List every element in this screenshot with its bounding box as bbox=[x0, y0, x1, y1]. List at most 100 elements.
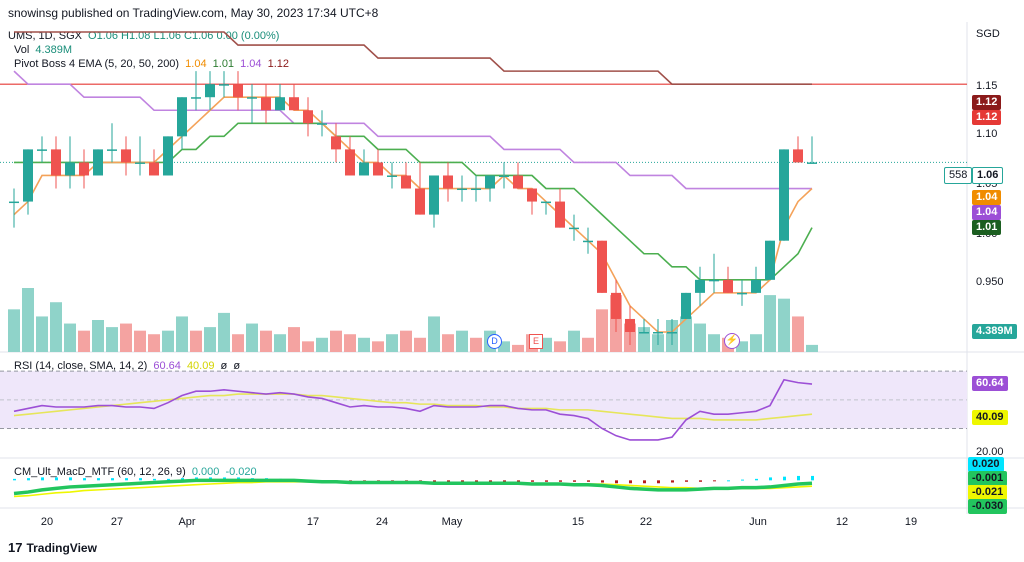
candle-body bbox=[121, 149, 131, 163]
tradingview-footer: 17 TradingView bbox=[8, 540, 97, 555]
volume-legend[interactable]: Vol 4.389M bbox=[14, 44, 75, 56]
volume-bar bbox=[778, 298, 790, 352]
last-price-tag: 1.06 bbox=[972, 167, 1004, 184]
ema20-line bbox=[14, 122, 813, 281]
macd-histogram-bar bbox=[573, 480, 576, 482]
candle-body bbox=[625, 318, 635, 332]
candle-body bbox=[177, 97, 187, 137]
candle-body bbox=[751, 279, 761, 293]
candle-body bbox=[9, 201, 19, 204]
ema200-value: 1.12 bbox=[267, 58, 290, 70]
candle-body bbox=[93, 149, 103, 176]
volume-bar bbox=[512, 344, 524, 352]
ema200-line bbox=[14, 31, 812, 85]
ema20-value: 1.01 bbox=[212, 58, 235, 70]
candle-body bbox=[359, 162, 369, 176]
candle-body bbox=[541, 201, 551, 204]
macd-histogram-bar bbox=[671, 480, 674, 483]
price-tick: 1.15 bbox=[976, 80, 998, 92]
candle-body bbox=[807, 162, 817, 164]
volume-bar bbox=[316, 337, 328, 352]
candle-body bbox=[135, 162, 145, 164]
candle-body bbox=[345, 149, 355, 176]
volume-bar bbox=[750, 334, 762, 352]
macd-histogram-bar bbox=[83, 478, 86, 481]
rsi-tag: 60.64 bbox=[972, 376, 1008, 391]
volume-bar bbox=[554, 341, 566, 352]
ema5-price-tag: 1.04 bbox=[972, 190, 1002, 205]
rsi-label: RSI (14, close, SMA, 14, 2) bbox=[14, 360, 148, 372]
macd-tag-3: -0.021 bbox=[968, 485, 1008, 500]
countdown-tag: 558 bbox=[944, 167, 973, 184]
volume-bar bbox=[442, 334, 454, 352]
macd-histogram-bar bbox=[685, 480, 688, 482]
candle-body bbox=[583, 240, 593, 243]
volume-bar bbox=[428, 316, 440, 352]
candle-body bbox=[401, 175, 411, 189]
macd-histogram-bar bbox=[657, 480, 660, 484]
candle-body bbox=[555, 201, 565, 228]
candle-body bbox=[569, 227, 579, 230]
macd-histogram-bar bbox=[587, 480, 590, 482]
earnings-event-icon[interactable]: E bbox=[529, 334, 543, 349]
rsi-sma-value: 40.09 bbox=[186, 360, 215, 372]
ema5-value: 1.04 bbox=[185, 58, 207, 70]
volume-bar bbox=[540, 337, 552, 352]
volume-bar bbox=[50, 302, 62, 352]
candle-body bbox=[79, 162, 89, 176]
macd-histogram-bar bbox=[811, 475, 814, 481]
macd-legend[interactable]: CM_Ult_MacD_MTF (60, 12, 26, 9) 0.000 -0… bbox=[14, 466, 260, 478]
volume-bar bbox=[708, 334, 720, 352]
candle-body bbox=[793, 149, 803, 163]
macd-line bbox=[13, 478, 813, 496]
candle-body bbox=[233, 84, 243, 98]
candle-body bbox=[457, 188, 467, 191]
volume-bar bbox=[246, 323, 258, 352]
candle-body bbox=[23, 149, 33, 202]
macd-histogram-bar bbox=[69, 477, 72, 481]
volume-bar bbox=[568, 330, 580, 352]
macd-tag-1: 0.020 bbox=[968, 457, 1004, 472]
candle-body bbox=[247, 97, 257, 99]
ema200-price-tag: 1.12 bbox=[972, 95, 1002, 110]
candle-body bbox=[51, 149, 61, 176]
macd-tag-4: -0.030 bbox=[968, 499, 1008, 514]
macd-histogram-bar bbox=[181, 478, 184, 481]
macd-value-2: -0.020 bbox=[225, 466, 257, 478]
ema5-line bbox=[13, 96, 813, 333]
ema20-price-tag: 1.01 bbox=[972, 220, 1002, 235]
volume-bar bbox=[358, 337, 370, 352]
volume-tag: 4.389M bbox=[972, 324, 1017, 339]
rsi-legend[interactable]: RSI (14, close, SMA, 14, 2) 60.64 40.09 … bbox=[14, 360, 243, 372]
volume-bar bbox=[470, 337, 482, 352]
rsi-sma-tag: 40.09 bbox=[972, 410, 1008, 425]
x-tick: 24 bbox=[375, 516, 389, 528]
macd-histogram-bar bbox=[629, 480, 632, 484]
volume-bar bbox=[36, 316, 48, 352]
macd-value-1: 0.000 bbox=[191, 466, 220, 478]
x-tick: 17 bbox=[306, 516, 320, 528]
rsi-tick: 20.00 bbox=[976, 446, 1004, 458]
volume-bar bbox=[148, 334, 160, 352]
macd-histogram-bar bbox=[797, 475, 800, 481]
volume-bar bbox=[64, 323, 76, 352]
candle-body bbox=[611, 292, 621, 319]
chart-canvas[interactable] bbox=[0, 22, 1024, 514]
ema-legend[interactable]: Pivot Boss 4 EMA (5, 20, 50, 200) 1.04 1… bbox=[14, 58, 292, 70]
macd-histogram-bar bbox=[55, 477, 58, 481]
ema50-value: 1.04 bbox=[240, 58, 262, 70]
ema-label: Pivot Boss 4 EMA (5, 20, 50, 200) bbox=[14, 58, 180, 70]
macd-histogram-bar bbox=[489, 480, 492, 482]
macd-histogram-bar bbox=[139, 478, 142, 481]
macd-histogram-bar bbox=[153, 478, 156, 481]
macd-histogram-bar bbox=[755, 478, 758, 481]
candle-body bbox=[289, 97, 299, 111]
x-tick: 19 bbox=[904, 516, 918, 528]
dividend-event-icon[interactable]: D bbox=[487, 334, 502, 349]
volume-bar bbox=[414, 337, 426, 352]
macd-histogram-bar bbox=[741, 479, 744, 481]
candle-body bbox=[275, 97, 285, 111]
volume-bar bbox=[190, 330, 202, 352]
lightning-icon[interactable]: ⚡ bbox=[724, 333, 740, 349]
macd-histogram-bar bbox=[447, 480, 450, 482]
